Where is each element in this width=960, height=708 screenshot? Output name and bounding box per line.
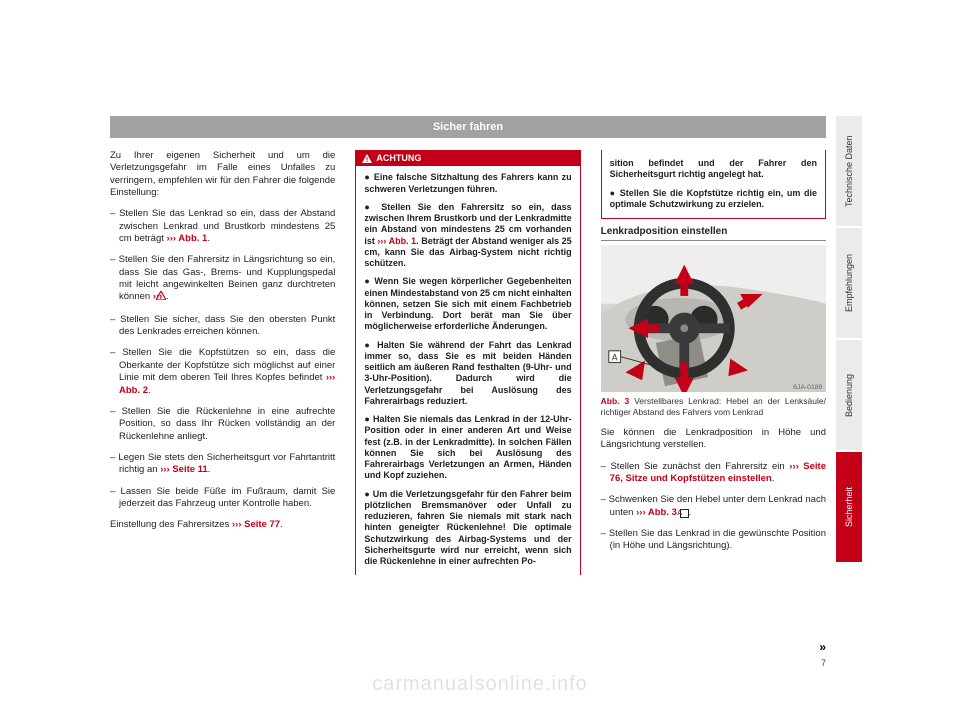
bullet-item: – Stellen Sie das Lenkrad in die gewünsc…: [601, 528, 826, 553]
text: .: [166, 291, 169, 302]
text: .: [207, 233, 210, 244]
bullet-item: – Stellen Sie sicher, dass Sie den obers…: [110, 314, 335, 339]
text: .: [148, 385, 151, 396]
text: – Stellen Sie die Kopfstützen so ein, da…: [110, 347, 335, 383]
body-text: Sie können die Lenkradposition in Höhe u…: [601, 427, 826, 452]
steering-wheel-illustration: A 6JA-0189: [601, 245, 826, 392]
warning-item: ● Wenn Sie wegen körperlicher Gegebenhei…: [364, 276, 571, 332]
tab-empfehlungen[interactable]: Empfehlungen: [836, 228, 862, 338]
warning-triangle-icon: !: [362, 154, 372, 164]
bullet-item: – Stellen Sie die Rückenlehne in eine au…: [110, 406, 335, 443]
warning-box-continued: sition befindet und der Fahrer den Siche…: [601, 150, 826, 219]
warning-item: sition befindet und der Fahrer den Siche…: [610, 158, 817, 181]
bullet-item: – Stellen Sie die Kopfstützen so ein, da…: [110, 347, 335, 396]
ref-link: ››› Abb. 3: [636, 507, 677, 518]
warning-item: ● Eine falsche Sitzhaltung des Fahrers k…: [364, 172, 571, 195]
column-2: ! ACHTUNG ● Eine falsche Sitzhaltung des…: [355, 150, 580, 665]
text: Verstellbares Lenkrad: Hebel an der Lenk…: [601, 396, 826, 417]
subsection-title: Lenkradposition einstellen: [601, 225, 826, 241]
text: – Stellen Sie zunächst den Fahrersitz ei…: [601, 461, 790, 472]
tab-sicherheit[interactable]: Sicherheit: [836, 452, 862, 562]
tab-technische-daten[interactable]: Technische Daten: [836, 116, 862, 226]
intro-text: Zu Ihrer eigenen Sicherheit und um die V…: [110, 150, 335, 199]
warning-header: ! ACHTUNG: [356, 151, 579, 166]
bullet-item: – Legen Sie stets den Sicherheitsgurt vo…: [110, 452, 335, 477]
text: .: [772, 473, 775, 484]
text: – Stellen Sie das Lenkrad so ein, dass d…: [110, 208, 335, 244]
warning-item: ● Stellen Sie den Fahrersitz so ein, das…: [364, 202, 571, 270]
text: Einstellung des Fahrersitzes: [110, 519, 232, 530]
continuation-mark: »: [819, 640, 826, 654]
warning-item: ● Stellen Sie die Kopfstütze richtig ein…: [610, 188, 817, 211]
text: .: [208, 464, 211, 475]
figure-id: 6JA-0189: [793, 384, 822, 391]
warning-item: ● Halten Sie während der Fahrt das Lenkr…: [364, 340, 571, 408]
bullet-item: – Lassen Sie beide Füße im Fußraum, dami…: [110, 486, 335, 511]
bullet-item: – Stellen Sie den Fahrersitz in Längsric…: [110, 254, 335, 304]
ref-link: ››› Seite 11: [160, 464, 208, 475]
watermark: carmanualsonline.info: [0, 673, 960, 696]
warning-item: ● Um die Verletzungsgefahr für den Fahre…: [364, 489, 571, 568]
svg-text:!: !: [366, 157, 368, 164]
text: – Stellen Sie den Fahrersitz in Längsric…: [110, 254, 335, 302]
figure-caption: Abb. 3 Verstellbares Lenkrad: Hebel an d…: [601, 396, 826, 418]
warning-title: ACHTUNG: [376, 153, 421, 164]
text: – Legen Sie stets den Sicherheitsgurt vo…: [110, 452, 335, 475]
text: .: [689, 507, 692, 518]
text: .: [280, 519, 283, 530]
bullet-item: – Stellen Sie zunächst den Fahrersitz ei…: [601, 461, 826, 486]
bullet-item: – Schwenken Sie den Hebel unter dem Lenk…: [601, 494, 826, 519]
outro-text: Einstellung des Fahrersitzes ››› Seite 7…: [110, 519, 335, 531]
column-3: sition befindet und der Fahrer den Siche…: [601, 150, 826, 665]
callout-label: A: [680, 509, 689, 518]
ref-link: ››› Seite 77: [232, 519, 280, 530]
warning-box: ! ACHTUNG ● Eine falsche Sitzhaltung des…: [355, 150, 580, 575]
manual-page: Sicher fahren Zu Ihrer eigenen Sicherhei…: [0, 0, 960, 708]
figure: A 6JA-0189: [601, 245, 826, 392]
content-columns: Zu Ihrer eigenen Sicherheit und um die V…: [110, 150, 826, 665]
bullet-item: – Stellen Sie das Lenkrad so ein, dass d…: [110, 208, 335, 245]
side-tabs: Technische Daten Empfehlungen Bedienung …: [836, 116, 862, 564]
tab-bedienung[interactable]: Bedienung: [836, 340, 862, 450]
page-number: 7: [821, 658, 826, 668]
figure-number: Abb. 3: [601, 396, 630, 406]
column-1: Zu Ihrer eigenen Sicherheit und um die V…: [110, 150, 335, 665]
section-header: Sicher fahren: [110, 116, 826, 138]
ref-link: ››› Abb. 1: [167, 233, 208, 244]
text: – Schwenken Sie den Hebel unter dem Lenk…: [601, 494, 826, 517]
ref-link: ››› Abb. 1: [377, 236, 416, 246]
svg-text:!: !: [160, 295, 162, 300]
svg-text:A: A: [611, 353, 617, 363]
warning-item: ● Halten Sie niemals das Lenkrad in der …: [364, 414, 571, 482]
